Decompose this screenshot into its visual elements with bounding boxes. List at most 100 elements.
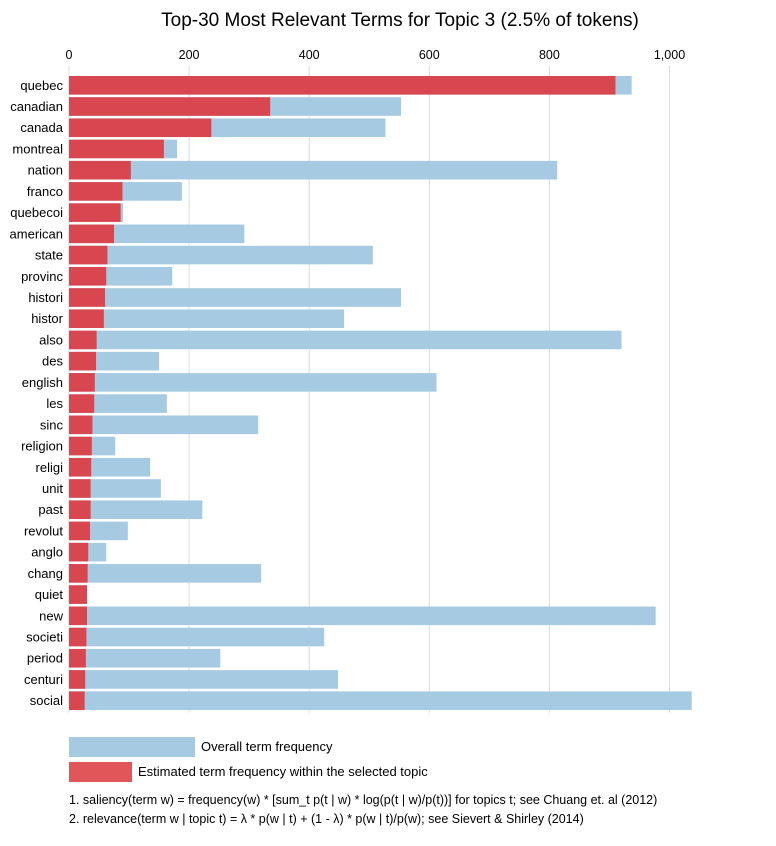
x-tick-label: 600 (419, 48, 440, 62)
term-label: anglo (31, 545, 63, 560)
x-tick-label: 1,000 (654, 48, 685, 62)
topic-frequency-bar (69, 288, 106, 307)
term-row (69, 351, 160, 371)
legend-item-topic: Estimated term frequency within the sele… (69, 762, 428, 782)
topic-frequency-bar (69, 309, 104, 329)
overall-frequency-bar (69, 606, 656, 626)
x-tick-label: 200 (179, 48, 200, 62)
legend-label-overall: Overall term frequency (201, 739, 333, 754)
term-row (69, 627, 325, 647)
term-row (69, 500, 203, 519)
term-row (69, 203, 124, 222)
term-row (69, 479, 161, 498)
topic-frequency-bar (69, 670, 86, 689)
term-row (69, 670, 339, 689)
term-label: social (30, 693, 63, 708)
overall-frequency-bar (69, 479, 161, 498)
overall-frequency-bar (69, 160, 558, 180)
term-row (69, 691, 692, 710)
topic-frequency-bar (69, 351, 97, 371)
topic-frequency-bar (69, 627, 87, 647)
term-row (69, 648, 221, 668)
topic-frequency-bar (69, 160, 131, 180)
term-label: centuri (24, 672, 63, 687)
term-label: religi (36, 460, 64, 475)
overall-frequency-bar (69, 330, 622, 350)
term-label: revolut (24, 523, 63, 538)
topic-frequency-bar (69, 97, 271, 116)
term-label: histori (28, 290, 63, 305)
bars (69, 76, 692, 710)
term-row (69, 564, 262, 583)
term-label: histor (31, 311, 63, 326)
term-row (69, 139, 178, 159)
term-label: canadian (10, 99, 63, 114)
term-label: des (42, 354, 63, 369)
topic-frequency-bar (69, 436, 92, 456)
term-row (69, 182, 182, 201)
overall-frequency-bar (69, 670, 339, 689)
overall-frequency-bar (69, 309, 345, 329)
term-label: quiet (35, 587, 64, 602)
term-label: chang (28, 566, 63, 581)
topic-frequency-bar (69, 266, 107, 286)
term-label: les (46, 396, 63, 411)
topic-frequency-bar (69, 373, 95, 392)
topic-frequency-bar (69, 224, 115, 244)
topic-frequency-bar (69, 521, 91, 541)
term-label: quebec (20, 78, 63, 93)
topic-frequency-bar (69, 415, 93, 435)
topic-frequency-bar (69, 76, 616, 95)
topic-frequency-bar (69, 118, 212, 138)
x-axis-ticks: 0 200 400 600 800 1,000 (66, 48, 686, 62)
topic-frequency-bar (69, 330, 97, 350)
overall-frequency-bar (69, 564, 262, 583)
term-row (69, 585, 88, 604)
topic-frequency-bar (69, 203, 121, 222)
term-row (69, 606, 656, 626)
term-label: canada (20, 120, 63, 135)
term-row (69, 521, 128, 541)
topic-frequency-bar (69, 585, 88, 604)
topic-frequency-bar (69, 606, 88, 626)
legend-swatch-topic (69, 762, 132, 782)
term-label: religion (21, 439, 63, 454)
topic-frequency-bar (69, 500, 91, 519)
term-label: american (10, 226, 63, 241)
overall-frequency-bar (69, 245, 373, 265)
overall-frequency-bar (69, 627, 325, 647)
term-row (69, 76, 632, 95)
term-label: sinc (40, 417, 64, 432)
term-label: societi (26, 630, 63, 645)
legend-item-overall: Overall term frequency (69, 737, 333, 757)
term-row (69, 415, 259, 435)
term-row (69, 97, 402, 116)
topic-frequency-bar (69, 182, 123, 201)
term-row (69, 245, 373, 265)
footnotes: 1. saliency(term w) = frequency(w) * [su… (69, 793, 657, 826)
x-tick-label: 400 (299, 48, 320, 62)
topic-frequency-bar (69, 691, 85, 710)
topic-frequency-bar (69, 564, 88, 583)
term-label: also (39, 332, 63, 347)
term-row (69, 394, 167, 413)
topic-frequency-bar (69, 479, 91, 498)
topic-frequency-bar (69, 139, 164, 159)
topic-frequency-bar (69, 648, 86, 668)
term-label: past (38, 502, 63, 517)
term-label: english (22, 375, 63, 390)
term-row (69, 330, 622, 350)
term-label: period (27, 651, 63, 666)
legend: Overall term frequency Estimated term fre… (69, 737, 428, 782)
term-row (69, 118, 386, 138)
topic-frequency-bar (69, 542, 89, 562)
topic-frequency-bar (69, 245, 108, 265)
term-row (69, 436, 116, 456)
term-label: montreal (12, 141, 63, 156)
term-label: new (39, 608, 63, 623)
overall-frequency-bar (69, 648, 221, 668)
term-row (69, 309, 345, 329)
overall-frequency-bar (69, 691, 692, 710)
overall-frequency-bar (69, 500, 203, 519)
